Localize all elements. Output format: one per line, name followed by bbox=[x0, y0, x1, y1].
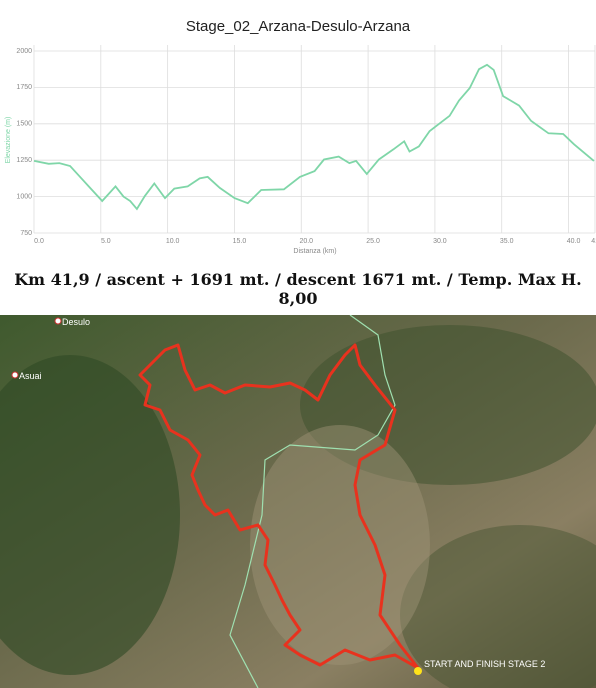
x-tick-label: 0.0 bbox=[34, 238, 44, 245]
y-axis-label: Elevazione (m) bbox=[5, 117, 12, 164]
start-label: START AND FINISH STAGE 2 bbox=[424, 659, 545, 669]
y-tick-label: 2000 bbox=[16, 48, 32, 55]
route-map: Desulo Asuai START AND FINISH STAGE 2 bbox=[0, 315, 596, 688]
y-tick-label: 1250 bbox=[16, 157, 32, 164]
start-marker bbox=[414, 667, 422, 675]
town-marker bbox=[11, 371, 19, 379]
forest bbox=[0, 355, 180, 675]
x-tick-label: 20.0 bbox=[299, 238, 313, 245]
x-tick-label: 10.0 bbox=[166, 238, 180, 245]
elevation-chart: Stage_02_Arzana-Desulo-Arzana Elevazione… bbox=[5, 18, 596, 255]
town-label: Desulo bbox=[62, 317, 90, 327]
forest bbox=[400, 525, 596, 688]
y-tick-label: 1500 bbox=[16, 121, 32, 128]
y-tick-label: 1000 bbox=[16, 193, 32, 200]
x-tick-label: 15.0 bbox=[233, 238, 247, 245]
x-tick-label: 5.0 bbox=[101, 238, 111, 245]
elevation-line bbox=[33, 63, 595, 211]
y-tick-label: 1750 bbox=[16, 84, 32, 91]
town-label: Asuai bbox=[19, 371, 42, 381]
caption: Km 41,9 / ascent + 1691 mt. / descent 16… bbox=[14, 270, 582, 308]
x-tick-label: 41.98 bbox=[591, 238, 596, 245]
y-tick-label: 750 bbox=[20, 230, 32, 237]
road bbox=[229, 315, 396, 688]
forest bbox=[300, 325, 596, 485]
chart-title: Stage_02_Arzana-Desulo-Arzana bbox=[186, 18, 411, 35]
x-tick-label: 30.0 bbox=[433, 238, 447, 245]
x-axis-label: Distanza (km) bbox=[293, 248, 336, 255]
x-tick-label: 40.0 bbox=[567, 238, 581, 245]
town-marker bbox=[54, 317, 62, 325]
terrain bbox=[250, 425, 430, 665]
x-tick-label: 25.0 bbox=[366, 238, 380, 245]
x-tick-label: 35.0 bbox=[500, 238, 514, 245]
route bbox=[138, 343, 420, 670]
